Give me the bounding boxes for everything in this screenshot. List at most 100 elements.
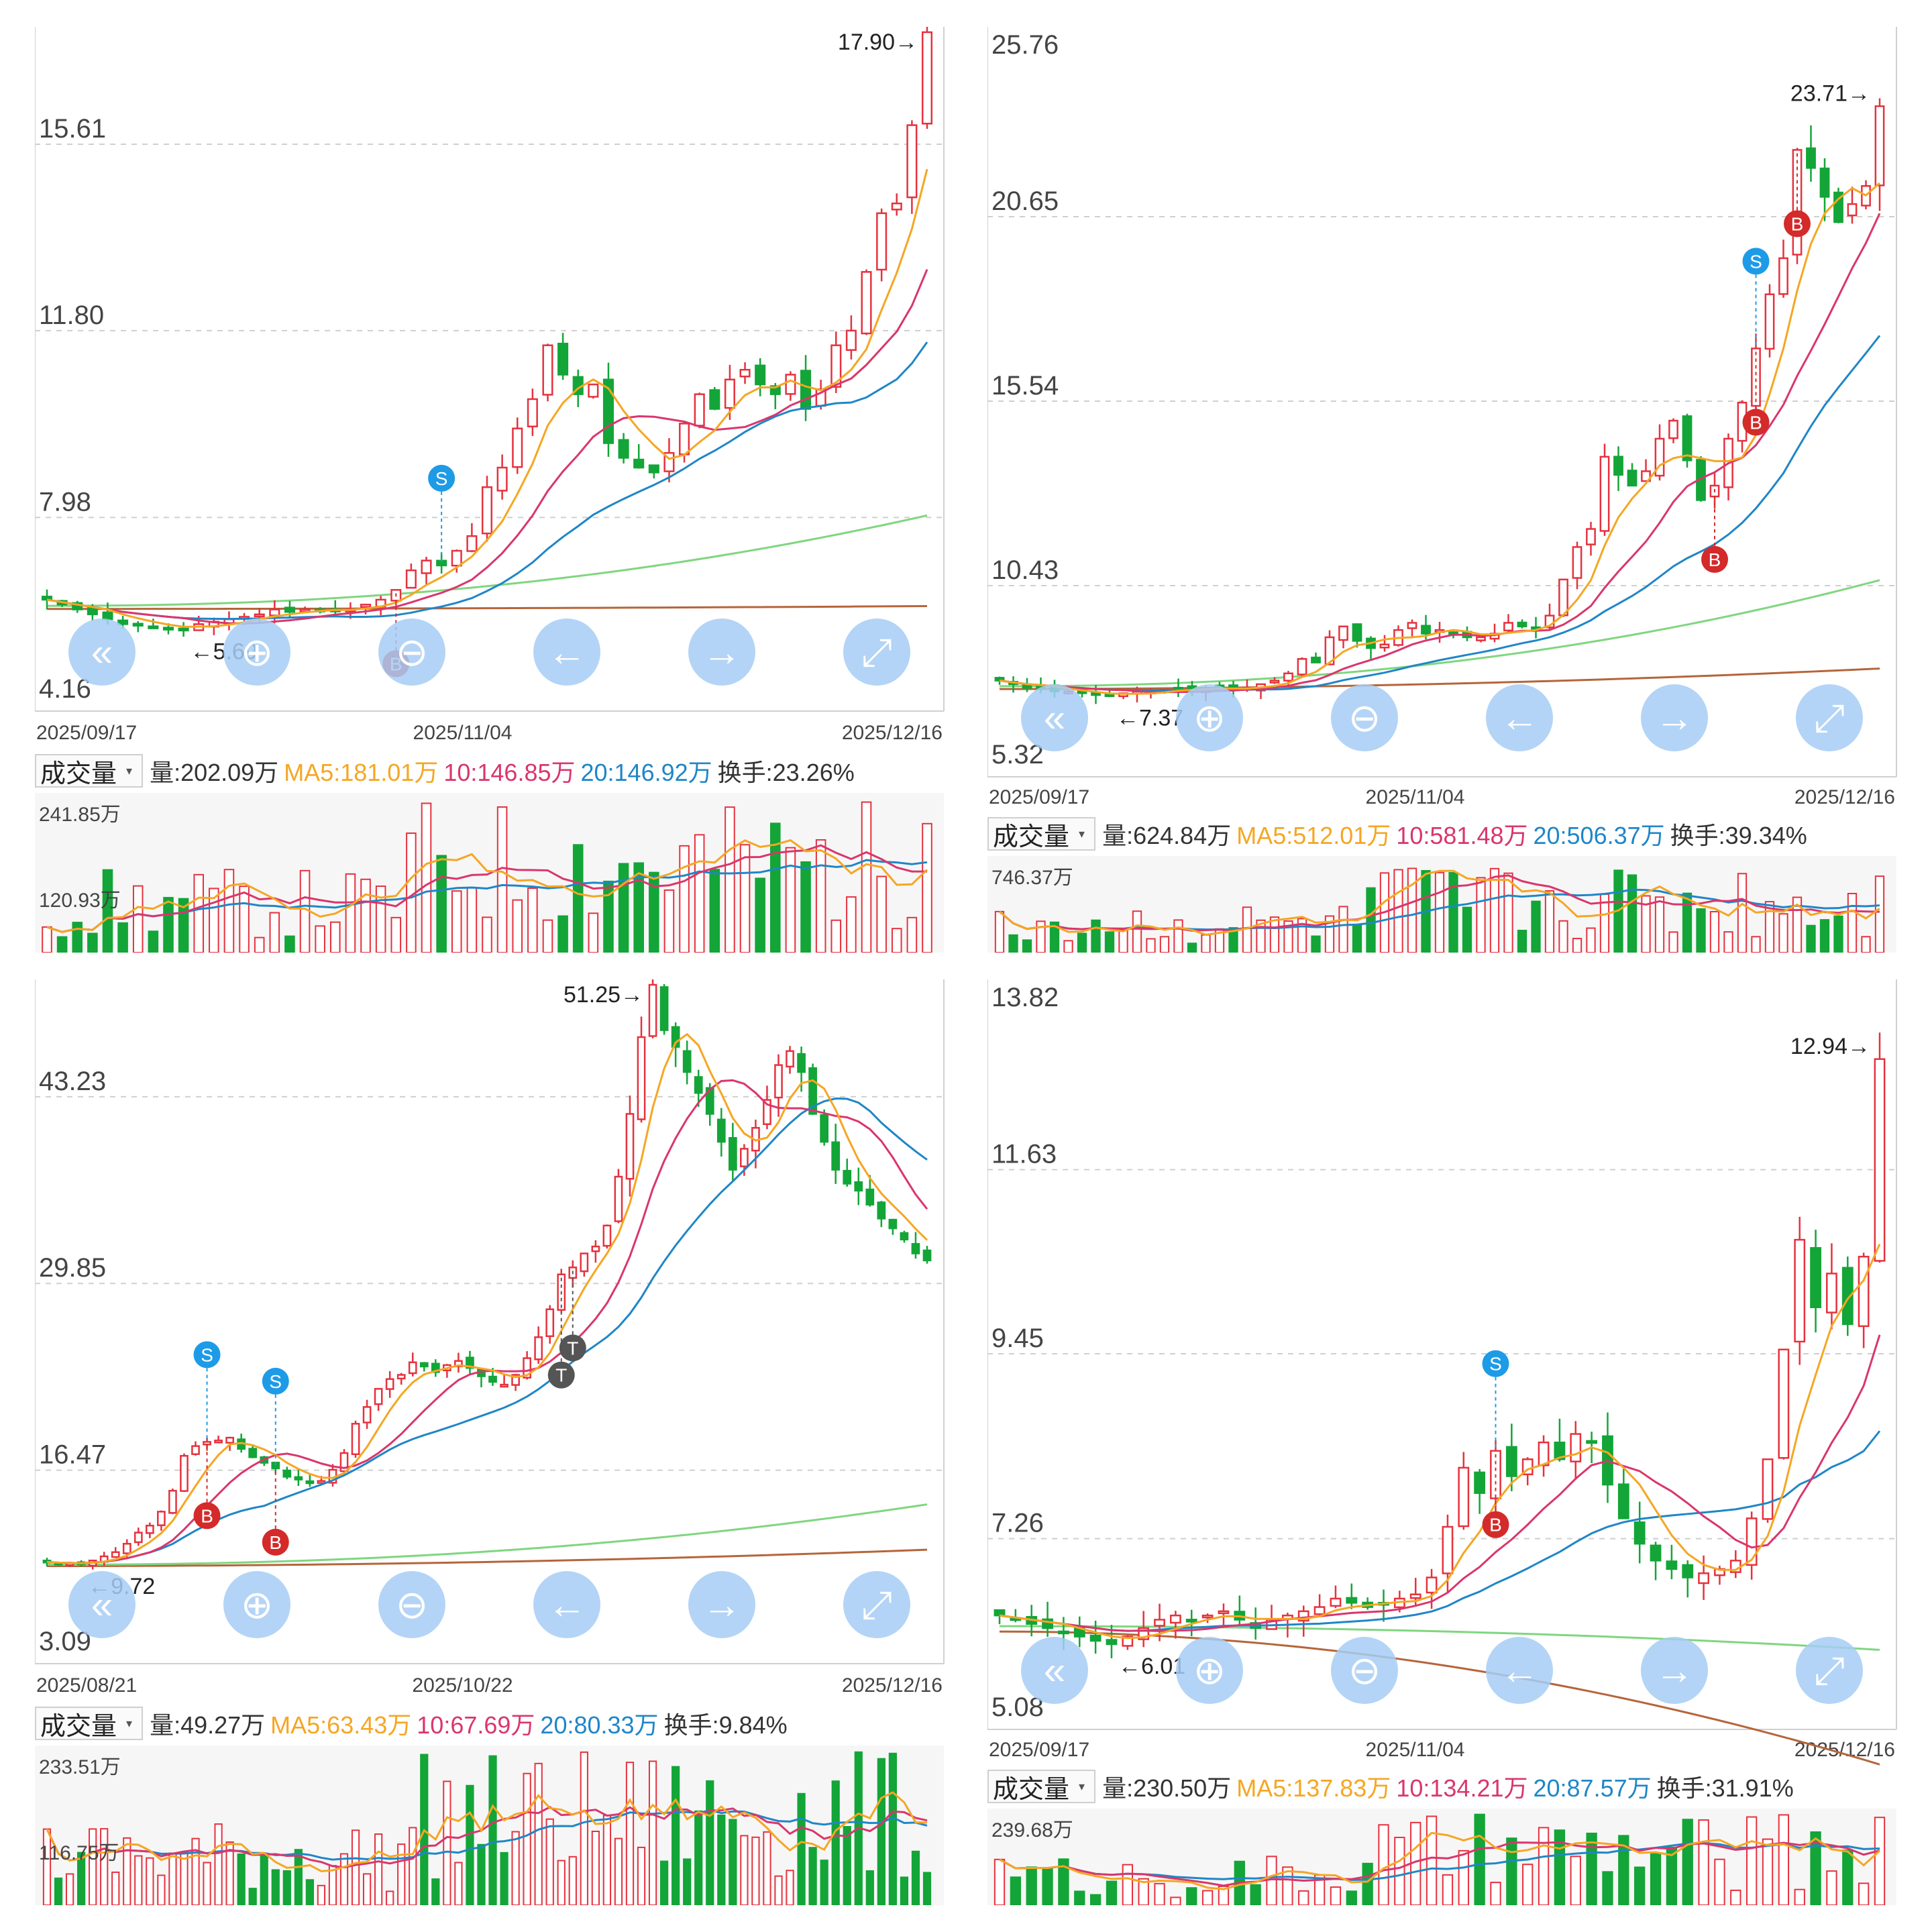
nav-button-circle[interactable] [1021,684,1088,751]
volume-selector[interactable]: 成交量 ▾ [987,817,1096,851]
nav-button-circle[interactable] [1331,1637,1398,1704]
zoom-in-icon[interactable]: ⊕ [1176,1637,1243,1704]
arrow-left-icon[interactable]: ← [1486,1637,1553,1704]
volume-bar [1089,1894,1102,1905]
nav-button-circle[interactable] [1486,1637,1553,1704]
arrow-right-icon[interactable]: → [1641,1637,1708,1704]
t-marker[interactable]: T [559,1267,586,1362]
volume-bar [1132,910,1142,953]
sell-marker[interactable]: S [193,1341,221,1442]
candle-body [1874,105,1885,186]
zoom-out-icon[interactable]: ⊖ [378,1571,445,1638]
buy-marker[interactable]: B [1742,348,1770,436]
candle-body [1269,680,1280,684]
nav-button-circle[interactable] [223,619,290,686]
nav-button-circle[interactable] [1176,1637,1243,1704]
zoom-in-icon[interactable]: ⊕ [223,619,290,686]
volume-bar [1008,934,1018,953]
nav-button-circle[interactable] [1796,1637,1863,1704]
sell-marker[interactable]: S [1742,248,1770,349]
arrow-right-icon[interactable]: → [688,1571,755,1638]
candle-body [1613,455,1623,476]
fullscreen-icon[interactable]: ⤢ [1796,684,1863,751]
fullscreen-icon[interactable]: ⤢ [843,1571,910,1638]
nav-button-circle[interactable] [1641,1637,1708,1704]
nav-button-circle[interactable] [1486,684,1553,751]
nav-button-circle[interactable] [223,1571,290,1638]
double-left-icon[interactable]: « [1021,1637,1088,1704]
arrow-right-icon[interactable]: → [688,619,755,686]
candle-body [1682,1564,1694,1578]
volume-bar [1042,1867,1053,1905]
candle-body [87,606,98,616]
zoom-out-icon[interactable]: ⊖ [1331,684,1398,751]
sell-marker[interactable]: S [1482,1350,1509,1451]
volume-bar [614,1837,623,1905]
nav-button-circle[interactable] [688,619,755,686]
arrow-left-icon[interactable]: ← [1486,684,1553,751]
volume-selector[interactable]: 成交量 ▾ [987,1770,1096,1804]
zoom-in-icon[interactable]: ⊕ [1176,684,1243,751]
zoom-out-icon[interactable]: ⊖ [378,619,445,686]
candle-body [269,608,280,616]
arrow-left-icon[interactable]: ← [533,1571,600,1638]
volume-bar [386,1890,394,1905]
volume-bar [271,1869,280,1905]
candle-body [694,1076,703,1094]
nav-button-circle[interactable] [1796,684,1863,751]
nav-button-circle[interactable] [378,619,445,686]
nav-button-circle[interactable] [68,1571,136,1638]
sell-marker[interactable]: S [428,464,455,566]
double-left-icon[interactable]: « [1021,684,1088,751]
nav-button-circle[interactable] [1021,1637,1088,1704]
volume-bar [1730,1889,1741,1905]
zoom-in-icon[interactable]: ⊕ [223,1571,290,1638]
volume-selector[interactable]: 成交量 ▾ [35,1707,144,1741]
volume-bar [717,1814,726,1905]
candle-body [755,364,766,386]
nav-button-circle[interactable] [1641,684,1708,751]
candle-body [1338,625,1348,641]
buy-marker[interactable]: B [1482,1450,1509,1538]
double-left-icon[interactable]: « [68,619,136,686]
volume-bar [1138,1878,1149,1905]
volume-y-tick: 116.75万 [39,1842,119,1864]
nav-button-circle[interactable] [533,619,600,686]
volume-bar [1861,936,1871,953]
nav-button-circle[interactable] [1176,684,1243,751]
zoom-out-icon[interactable]: ⊖ [1331,1637,1398,1704]
nav-button-circle[interactable] [843,1571,910,1638]
buy-marker[interactable]: B [1701,485,1728,573]
ma120-line [46,1548,928,1567]
buy-marker[interactable]: B [193,1442,221,1529]
nav-button-circle[interactable] [68,619,136,686]
candle-body [351,1423,360,1456]
candle-body [1505,1446,1517,1477]
volume-bar [922,822,932,953]
arrow-right-icon[interactable]: → [1641,684,1708,751]
candle-body [861,271,872,335]
volume-header: 成交量 ▾ 量:624.84万 MA5:512.01万 10:581.48万 20… [987,816,1813,852]
buy-marker[interactable]: B [1784,150,1811,237]
nav-button-circle[interactable] [1331,684,1398,751]
double-left-icon[interactable]: « [68,1571,136,1638]
candle-body [360,603,372,608]
nav-button-circle[interactable] [688,1571,755,1638]
arrow-left-icon[interactable]: ← [533,619,600,686]
volume-selector[interactable]: 成交量 ▾ [35,754,144,788]
t-marker[interactable]: T [547,1274,575,1389]
marker-circle [559,1334,586,1362]
nav-button-circle[interactable] [378,1571,445,1638]
candle-body [891,202,902,211]
nav-button-circle[interactable] [533,1571,600,1638]
nav-button-circle[interactable] [843,619,910,686]
buy-marker[interactable]: B [262,1468,289,1556]
candle-body [180,1454,189,1492]
fullscreen-icon[interactable]: ⤢ [1796,1637,1863,1704]
candle-body [1311,656,1321,663]
fullscreen-icon[interactable]: ⤢ [843,619,910,686]
